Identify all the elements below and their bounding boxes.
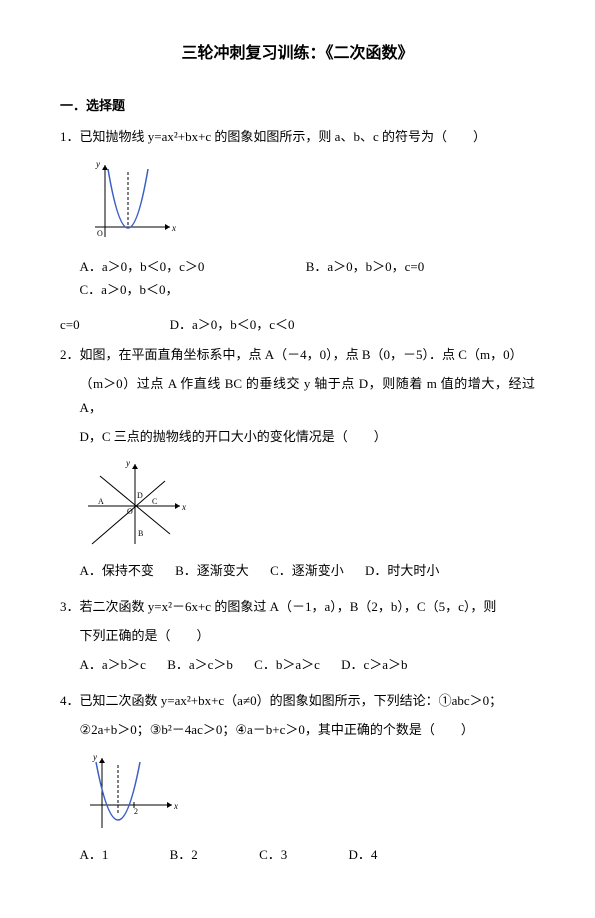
q3-stem: 3．若二次函数 y=x²－6x+c 的图象过 A（－1，a），B（2，b），C（… xyxy=(60,595,535,618)
section-heading: 一．选择题 xyxy=(60,94,535,117)
q3-optC: C．b＞a＞c xyxy=(254,653,320,676)
svg-text:y: y xyxy=(92,752,97,762)
q2-optA: A．保持不变 xyxy=(80,559,154,582)
svg-text:D: D xyxy=(137,491,143,500)
q4-line2: ②2a+b＞0；③b²－4ac＞0；④a－b+c＞0，其中正确的个数是（ ） xyxy=(60,718,535,741)
svg-text:x: x xyxy=(181,502,186,512)
q1-line2: c=0D．a＞0，b＜0，c＜0 xyxy=(60,313,535,336)
q4-options: A．1 B．2 C．3 D．4 xyxy=(60,843,535,866)
svg-text:O: O xyxy=(97,229,103,238)
q2-line3: D，C 三点的抛物线的开口大小的变化情况是（ ） xyxy=(60,425,535,448)
svg-text:2: 2 xyxy=(134,807,138,816)
q3-optD: D．c＞a＞b xyxy=(341,653,407,676)
q3-line2: 下列正确的是（ ） xyxy=(60,624,535,647)
q1-options: A．a＞0，b＜0，c＞0 B．a＞0，b＞0，c=0 C．a＞0，b＜0， xyxy=(60,255,535,302)
svg-text:y: y xyxy=(125,458,130,468)
q1-optB: B．a＞0，b＞0，c=0 xyxy=(306,255,425,278)
q3-optA: A．a＞b＞c xyxy=(80,653,146,676)
q2-optC: C．逐渐变小 xyxy=(270,559,344,582)
q4-optD: D．4 xyxy=(348,843,377,866)
svg-text:B: B xyxy=(138,529,143,538)
svg-text:x: x xyxy=(171,223,176,233)
q2-graph: x y A D C O B xyxy=(80,456,535,551)
q2-optD: D．时大时小 xyxy=(365,559,439,582)
q2-line2: （m＞0）过点 A 作直线 BC 的垂线交 y 轴于点 D，则随着 m 值的增大… xyxy=(60,372,535,419)
svg-text:O: O xyxy=(127,507,133,516)
q3-optB: B．a＞c＞b xyxy=(167,653,233,676)
page-title: 三轮冲刺复习训练：《二次函数》 xyxy=(60,40,535,69)
svg-text:y: y xyxy=(95,159,100,169)
q2-optB: B．逐渐变大 xyxy=(175,559,249,582)
q4-optB: B．2 xyxy=(170,843,198,866)
q2-stem: 2．如图，在平面直角坐标系中，点 A（－4，0），点 B（0，－5）．点 C（m… xyxy=(60,343,535,366)
q1-optC: C．a＞0，b＜0， xyxy=(80,278,179,301)
q4-stem: 4．已知二次函数 y=ax²+bx+c（a≠0）的图象如图所示，下列结论：①ab… xyxy=(60,689,535,712)
q4-optC: C．3 xyxy=(259,843,287,866)
q2-options: A．保持不变 B．逐渐变大 C．逐渐变小 D．时大时小 xyxy=(60,559,535,582)
q3-options: A．a＞b＞c B．a＞c＞b C．b＞a＞c D．c＞a＞b xyxy=(60,653,535,676)
q4-graph: x y 2 xyxy=(80,750,535,835)
q1-optA: A．a＞0，b＜0，c＞0 xyxy=(80,255,205,278)
q4-optA: A．1 xyxy=(80,843,109,866)
svg-text:C: C xyxy=(152,497,157,506)
q1-graph: x y O xyxy=(80,157,535,247)
q1-stem: 1．已知抛物线 y=ax²+bx+c 的图象如图所示，则 a、b、c 的符号为（… xyxy=(60,125,535,148)
svg-text:x: x xyxy=(173,801,178,811)
svg-text:A: A xyxy=(98,497,104,506)
